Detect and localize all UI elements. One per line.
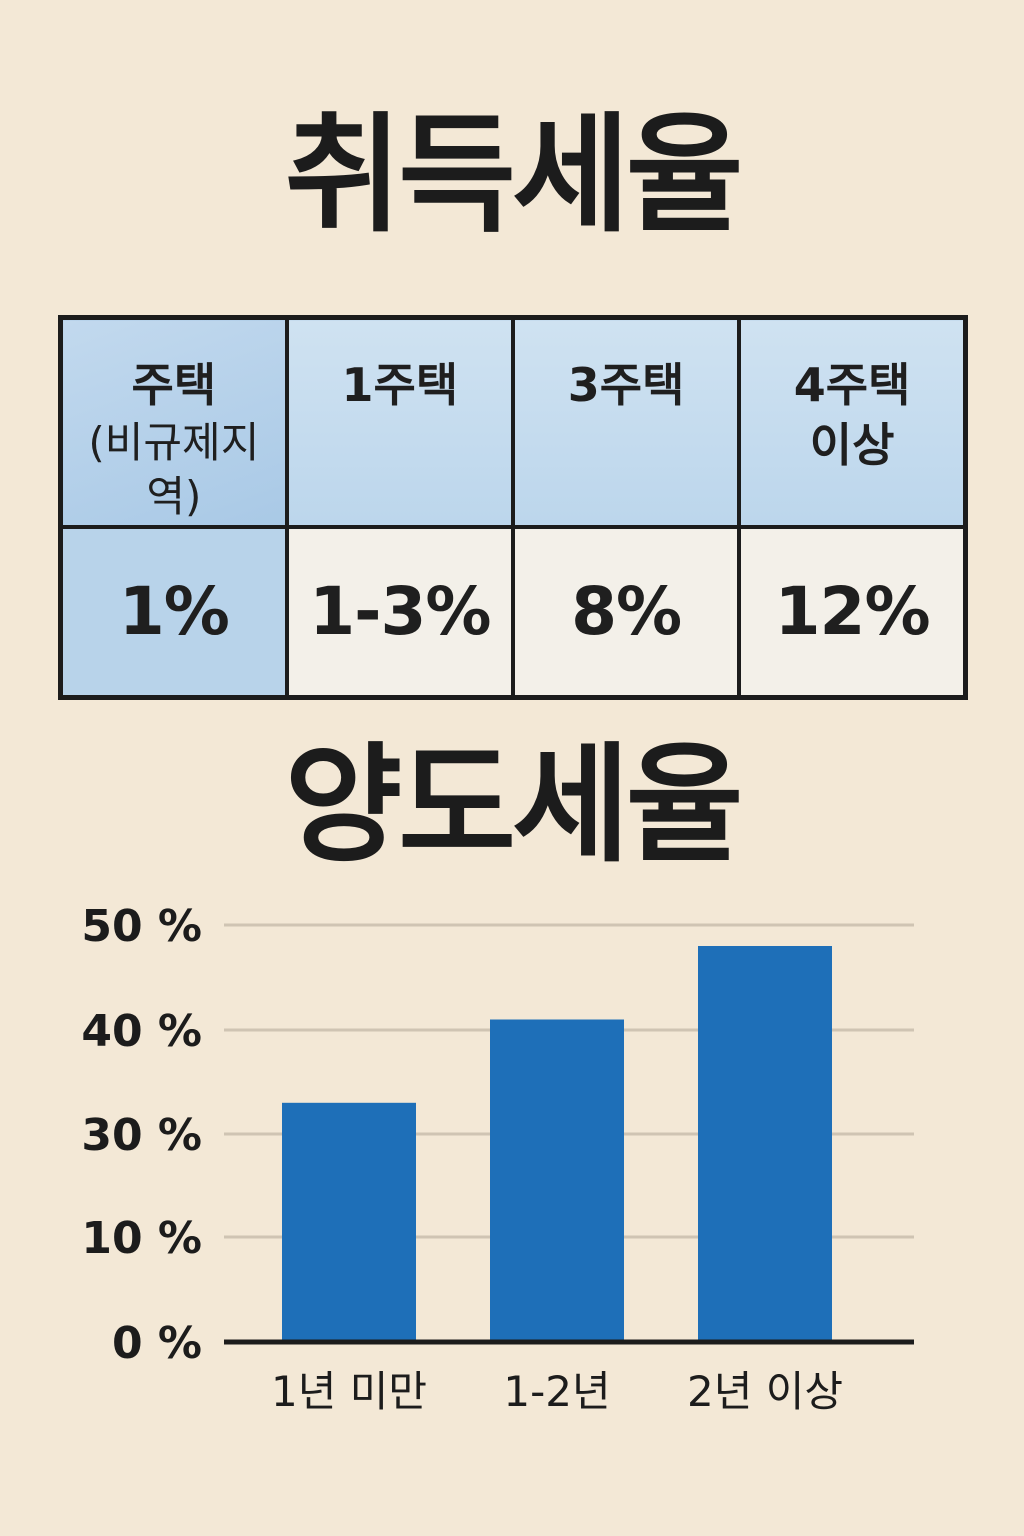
y-tick-label: 50 %: [81, 901, 202, 952]
x-category-label: 1-2년: [503, 1367, 610, 1416]
header-label: 4주택: [793, 358, 911, 412]
y-tick-label: 30 %: [81, 1110, 202, 1161]
capital-gains-tax-title: 양도세율: [284, 731, 743, 880]
x-category-label: 1년 미만: [271, 1367, 427, 1416]
header-cell-one-house: 1주택: [284, 315, 516, 529]
value-cell-housing-non-regulated: 1%: [58, 524, 289, 700]
bar: [490, 1019, 624, 1342]
acquisition-tax-title: 취득세율: [284, 101, 743, 250]
y-tick-label: 40 %: [81, 1006, 202, 1057]
header-sublabel: (비규제지역): [88, 417, 260, 522]
header-cell-four-plus-houses: 4주택 이상: [737, 315, 968, 529]
header-label: 1주택: [341, 358, 459, 412]
header-label-line2: 이상: [809, 417, 895, 472]
header-cell-three-houses: 3주택: [510, 315, 742, 529]
bar: [698, 946, 832, 1342]
value-cell-four-plus-houses: 12%: [737, 524, 968, 700]
value-cell-three-houses: 8%: [510, 524, 742, 700]
value-cell-one-house: 1-3%: [284, 524, 516, 700]
header-label: 3주택: [567, 358, 685, 412]
header-cell-housing-non-regulated: 주택 (비규제지역): [58, 315, 289, 529]
table-value-row: 1% 1-3% 8% 12%: [58, 524, 968, 700]
y-tick-label: 0 %: [112, 1318, 202, 1369]
bar: [282, 1102, 416, 1342]
header-label: 주택: [131, 358, 217, 412]
table-header-row: 주택 (비규제지역) 1주택 3주택 4주택 이상: [58, 315, 968, 529]
capital-gains-bar-chart: 0 % 10 % 30 % 40 % 50 % 1년 미만 1-2년 2년 이상: [81, 901, 914, 1416]
y-tick-label: 10 %: [81, 1213, 202, 1264]
acquisition-tax-table: 주택 (비규제지역) 1주택 3주택 4주택 이상 1% 1-3% 8% 12%: [58, 315, 968, 700]
x-category-label: 2년 이상: [687, 1367, 843, 1416]
